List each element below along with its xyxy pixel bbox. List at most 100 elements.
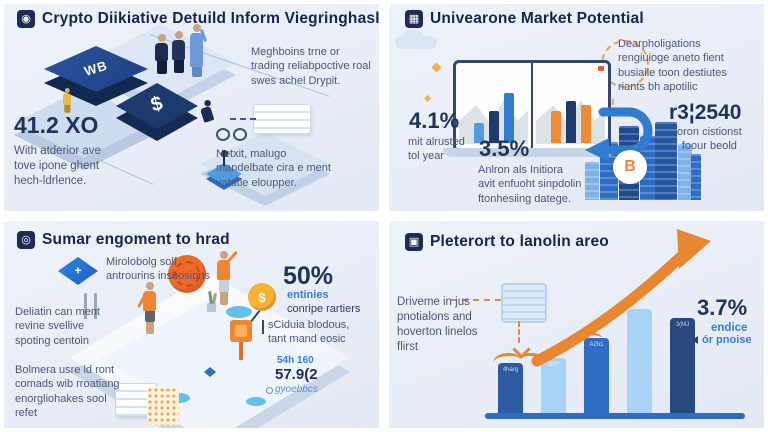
chart-bar: 4harg — [498, 363, 523, 413]
q4-note: Driveme in jus pnotialons and hoverton l… — [397, 296, 478, 353]
person-figure-yellow — [63, 88, 72, 113]
chart-bar: A2h1 — [584, 338, 609, 413]
chart-bar: 100* — [541, 358, 566, 413]
q2-header: ▦ Univearone Market Potential — [405, 10, 644, 28]
q3-header: ◎ Sumar engoment to hrad — [17, 231, 230, 249]
q3-stat-value: 50% — [283, 262, 334, 290]
mini-bar-chart-left — [473, 93, 514, 143]
building — [640, 136, 656, 200]
person-figure-blue — [190, 24, 208, 77]
chart-bar: 3(MJ — [670, 318, 695, 413]
q3-badge-note: Mirolobolg solf antrourins insbosions — [106, 256, 210, 283]
sign-post — [239, 342, 243, 360]
plant-pot — [207, 303, 216, 312]
q3-list-note: sCiduia blodous, tant mand eosic — [268, 319, 350, 346]
q3-stat-label: entinies — [287, 289, 329, 301]
building — [585, 162, 599, 200]
window-card-icon — [501, 283, 547, 323]
mini-bar-chart-right — [550, 101, 591, 143]
notification-dot — [598, 66, 604, 71]
person-orange-1 — [137, 282, 156, 334]
chart-bar — [473, 123, 484, 143]
q4-stat-value: 3.7% — [697, 295, 748, 320]
bar-label: 4harg — [502, 367, 519, 373]
chart-bar — [580, 105, 591, 143]
u-turn-arrow-icon — [585, 107, 653, 162]
q3-title: Sumar engoment to hrad — [42, 231, 230, 248]
q2-stat2-value: 3.5% — [479, 136, 530, 161]
tiny-circle-icon — [266, 387, 273, 394]
cloud-decoration — [403, 30, 423, 42]
blue-marker — [204, 367, 216, 377]
chart-bar — [503, 93, 514, 143]
growth-arrow — [531, 229, 711, 367]
q2-title: Univearone Market Potential — [430, 10, 644, 27]
chart-bar — [565, 101, 576, 143]
laptop-base — [443, 148, 615, 157]
chart-baseline — [485, 413, 745, 419]
building — [691, 154, 701, 200]
q2-stat3-value: r3¦2540 — [669, 101, 742, 124]
q1-note-right: Meghboins trne or trading reliabpoctive … — [251, 46, 371, 87]
chart-bar — [550, 111, 561, 143]
q2-stat3-desc: oron cistionst foour beold — [677, 126, 742, 153]
laptop-screen — [453, 60, 611, 152]
chart-bar — [627, 309, 652, 413]
left-triangle-icon — [692, 336, 698, 344]
q4-bar-chart: 4harg 100* A2h1 3(MJ — [498, 308, 695, 413]
platform-icon: ▣ — [405, 233, 423, 251]
q1-note-bottom: Netxit, malugo mandelbate cira e ment va… — [216, 148, 331, 189]
document-card — [253, 104, 311, 134]
diamond-badge-icon: + — [58, 257, 98, 285]
q1-header: ◉ Crypto Diikiative Detuild Inform Viegr… — [17, 10, 379, 28]
coin-pattern — [174, 261, 200, 287]
bar-label: 100* — [547, 362, 560, 368]
building — [655, 122, 677, 200]
q4-stat-desc-row: ór pnoise — [692, 334, 752, 346]
dashed-connector-vertical — [518, 321, 520, 343]
q1-stat-desc: With atderior ave tove ipone ghent hech-… — [14, 145, 101, 187]
diamond-badge-glyph: + — [74, 263, 82, 278]
q1-title: Crypto Diikiative Detuild Inform Viegrin… — [42, 10, 379, 27]
water-blob — [246, 397, 266, 406]
glasses-icon — [216, 128, 247, 141]
bar-label: A2h1 — [589, 342, 604, 348]
quadrant-crypto-initiative: ◉ Crypto Diikiative Detuild Inform Viegr… — [4, 4, 379, 211]
dollar-coin-icon: $ — [248, 283, 276, 311]
list-tick — [262, 320, 264, 334]
q2-note-right: Dearpholigations rengiuioge aneto fient … — [618, 38, 727, 93]
person-orange-2-waving — [217, 250, 238, 305]
chart-panel-left — [456, 63, 531, 149]
sparkle-decoration — [431, 62, 442, 73]
quadrant-platform-growth: ▣ Pleterort to lanolin areo Driveme in j… — [389, 221, 764, 428]
pin-stem — [223, 156, 225, 166]
dot-grid-decoration — [147, 387, 179, 425]
q4-stat-label: endice — [711, 322, 748, 334]
sparkle-decoration — [423, 94, 432, 103]
chart-bar — [488, 111, 499, 143]
pool-ladder — [84, 293, 97, 319]
water-blob — [226, 306, 252, 318]
coin-badge: B — [613, 150, 647, 184]
orange-coin-icon — [168, 255, 206, 293]
market-icon: ▦ — [405, 10, 423, 28]
crypto-icon: ◉ — [17, 10, 35, 28]
q2-stat1-value: 4.1% — [409, 108, 460, 133]
chart-panel-right — [531, 63, 608, 149]
q3-note2: Bolmera usre ld ront comads wib rroatian… — [15, 364, 120, 419]
person-figure-sitting — [200, 100, 215, 123]
q3-num-script: gyoebbcs — [275, 384, 318, 395]
person-figure — [172, 31, 185, 73]
bar-label: 3(MJ — [675, 322, 690, 328]
pin-tile — [206, 163, 242, 185]
building — [678, 144, 692, 200]
pin-head-icon — [221, 150, 228, 157]
sign-box — [230, 320, 252, 342]
water-blob — [168, 393, 190, 403]
q2-stat1-desc: mit alrusted tol year — [408, 136, 465, 163]
dashed-connector — [230, 118, 256, 120]
summary-icon: ◎ — [17, 231, 35, 249]
q3-note1: Deliatin can ment revine svellive spotin… — [15, 306, 100, 347]
q3-num-small: 54h 160 — [277, 355, 314, 366]
